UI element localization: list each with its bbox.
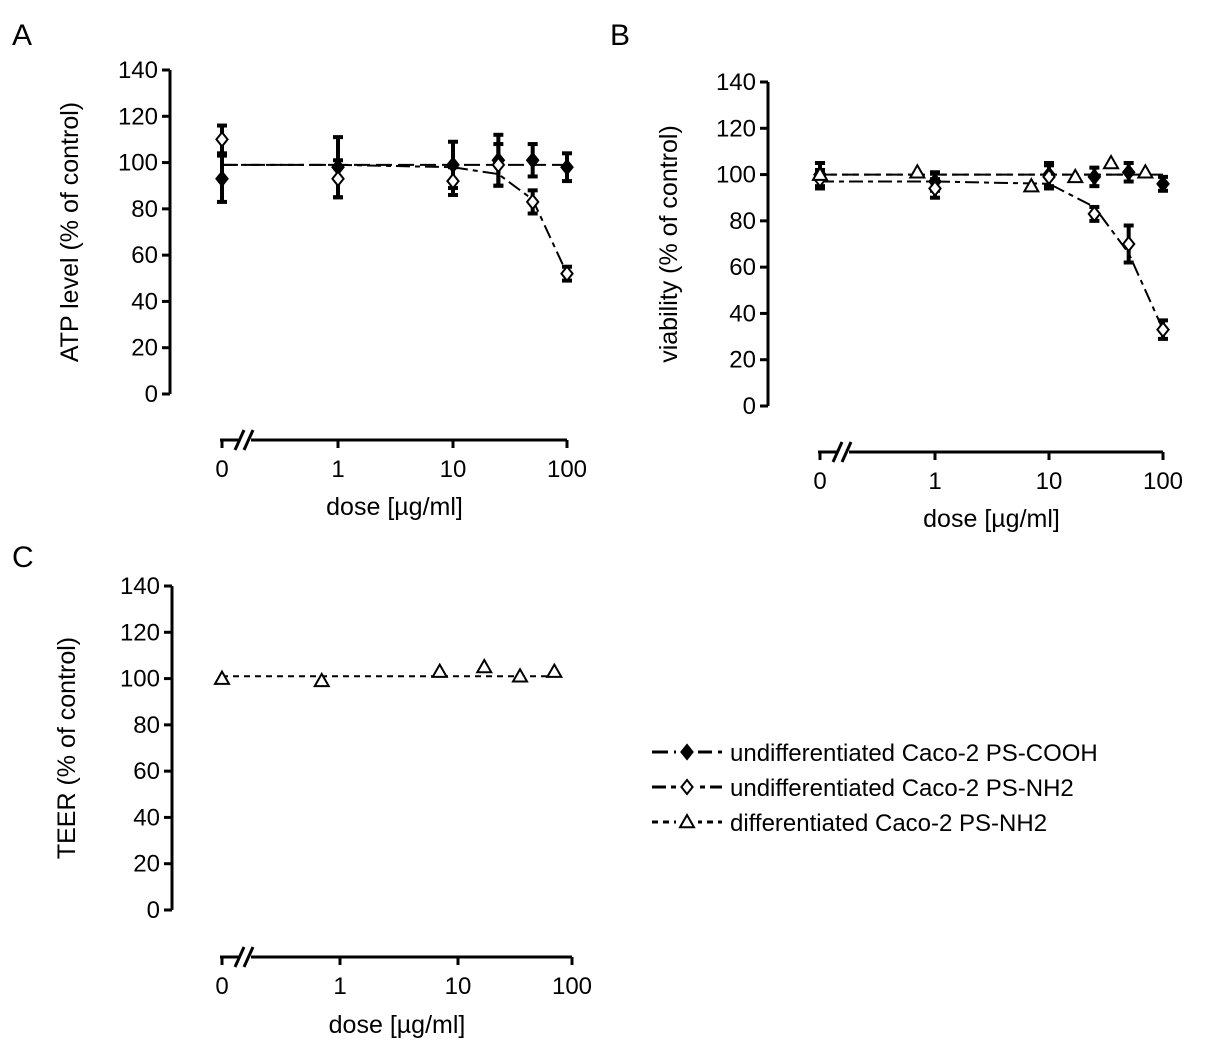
y-tick-label: 140 [716, 69, 756, 96]
y-tick-label: 60 [133, 758, 160, 785]
data-point [215, 130, 229, 149]
x-tick-label: 100 [1143, 468, 1183, 495]
y-tick-label: 20 [729, 347, 756, 374]
data-point [908, 163, 927, 179]
axis-break-mark [840, 441, 853, 463]
y-tick-label: 20 [131, 335, 158, 362]
axis-break-mark [233, 946, 246, 968]
data-point [1136, 163, 1155, 179]
data-point [1066, 167, 1084, 184]
y-tick-label: 120 [120, 619, 160, 646]
data-point [312, 671, 331, 688]
y-tick-label: 0 [145, 381, 158, 408]
x-tick-label: 1 [928, 468, 941, 495]
data-point [1087, 205, 1102, 223]
series-triangle-open [811, 153, 1155, 193]
data-point [1121, 163, 1136, 181]
data-point [928, 179, 942, 198]
x-axis-label: dose [µg/ml] [326, 493, 463, 521]
data-point [331, 170, 345, 188]
data-point [811, 165, 829, 181]
y-tick-label: 0 [743, 393, 756, 420]
data-point [215, 170, 229, 188]
x-tick-label: 0 [215, 973, 228, 1000]
y-tick-label: 60 [729, 254, 756, 281]
data-point [511, 667, 529, 683]
y-tick-label: 140 [118, 57, 158, 84]
x-tick-label: 10 [445, 973, 472, 1000]
x-tick-label: 1 [331, 456, 344, 483]
series-diamond-open [215, 123, 574, 283]
y-tick-label: 140 [120, 573, 160, 600]
x-tick-label: 1 [333, 973, 346, 1000]
series-diamond-filled [215, 132, 574, 204]
legend-marker [680, 743, 694, 761]
legend-marker [678, 812, 696, 829]
axis-break-mark [242, 429, 255, 451]
x-tick-label: 0 [215, 456, 228, 483]
axis-break-mark [233, 429, 246, 451]
y-tick-label: 80 [729, 208, 756, 235]
data-point [525, 193, 540, 211]
y-tick-label: 120 [716, 115, 756, 142]
series-triangle-open [213, 657, 564, 688]
x-tick-label: 10 [440, 456, 467, 483]
y-tick-label: 40 [133, 804, 160, 831]
y-tick-label: 80 [133, 712, 160, 739]
legend-label: undifferentiated Caco-2 PS-COOH [730, 740, 1098, 767]
y-axis-label: ATP level (% of control) [56, 102, 84, 362]
y-tick-label: 100 [120, 666, 160, 693]
data-point [545, 662, 564, 678]
data-point [525, 151, 540, 169]
y-tick-label: 0 [147, 897, 160, 924]
x-tick-label: 0 [813, 468, 826, 495]
axis-break-mark [831, 441, 844, 463]
panel-C: C 0 20 40 60 80 100 120 140 TEER (% of control) 0 1… [12, 541, 592, 1039]
y-tick-label: 20 [133, 851, 160, 878]
data-point [491, 156, 506, 174]
data-point [1022, 177, 1041, 193]
y-tick-label: 80 [131, 196, 158, 223]
y-axis-label: viability (% of control) [655, 125, 683, 363]
panel-letter: A [12, 19, 32, 52]
data-point [1087, 168, 1102, 186]
data-point [213, 669, 231, 685]
axis-break-mark [242, 946, 255, 968]
legend-label: undifferentiated Caco-2 PS-NH2 [730, 775, 1074, 802]
y-tick-label: 100 [118, 150, 158, 177]
legend-label: differentiated Caco-2 PS-NH2 [730, 810, 1047, 837]
data-point [1156, 321, 1170, 339]
y-tick-label: 120 [118, 103, 158, 130]
x-tick-label: 100 [552, 973, 592, 1000]
x-tick-label: 10 [1036, 468, 1063, 495]
data-point [1102, 153, 1120, 170]
y-tick-label: 60 [131, 242, 158, 269]
data-point [1156, 175, 1170, 193]
y-axis-label: TEER (% of control) [53, 637, 81, 859]
x-axis-label: dose [µg/ml] [923, 505, 1060, 533]
legend: undifferentiated Caco-2 PS-COOH undiffere… [652, 740, 1098, 837]
fit-line [222, 163, 568, 275]
data-point [475, 657, 493, 674]
legend-marker [680, 778, 694, 796]
x-tick-label: 100 [547, 456, 587, 483]
y-tick-label: 40 [131, 288, 158, 315]
data-point [430, 662, 449, 678]
y-tick-label: 100 [716, 162, 756, 189]
panel-letter: B [610, 19, 630, 52]
data-point [446, 172, 460, 190]
panel-letter: C [12, 541, 34, 574]
data-point [560, 158, 574, 176]
data-point [1121, 235, 1136, 253]
y-tick-label: 40 [729, 300, 756, 327]
x-axis-label: dose [µg/ml] [329, 1011, 466, 1039]
data-point [560, 265, 574, 283]
fit-line [820, 180, 1164, 331]
series-diamond-open [813, 163, 1170, 341]
